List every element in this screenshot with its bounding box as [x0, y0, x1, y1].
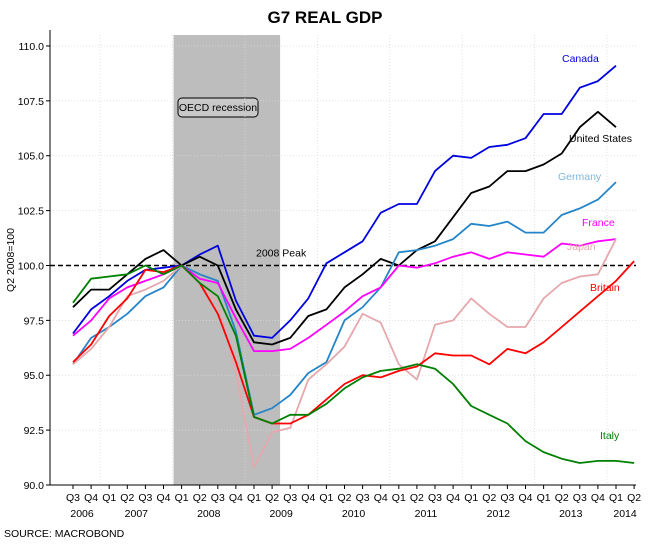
x-quarter-label: Q4	[84, 492, 98, 504]
x-quarter-label: Q4	[156, 492, 170, 504]
x-year-label: 2008	[197, 508, 221, 520]
x-year-label: 2013	[559, 508, 583, 520]
series-line-canada	[72, 65, 617, 339]
series-line-germany	[72, 181, 617, 416]
x-quarter-label: Q4	[591, 492, 605, 504]
x-quarter-label: Q4	[446, 492, 460, 504]
x-quarter-label: Q3	[211, 492, 225, 504]
x-quarter-label: Q4	[374, 492, 388, 504]
x-year-label: 2007	[125, 508, 149, 520]
series-line-italy	[72, 264, 635, 464]
x-quarter-label: Q2	[555, 492, 569, 504]
x-quarter-label: Q3	[428, 492, 442, 504]
series-line-united-states	[72, 110, 617, 346]
x-quarter-label: Q2	[627, 492, 641, 504]
y-tick-label: 90.0	[24, 480, 45, 492]
recession-label: OECD recession	[179, 102, 257, 114]
x-quarter-label: Q3	[573, 492, 587, 504]
y-axis-label: Q2 2008=100	[5, 228, 17, 292]
x-quarter-label: Q1	[609, 492, 623, 504]
x-quarter-label: Q2	[265, 492, 279, 504]
x-quarter-label: Q3	[356, 492, 370, 504]
x-quarter-label: Q3	[138, 492, 152, 504]
x-year-label: 2011	[415, 508, 438, 520]
y-tick-label: 97.5	[24, 315, 45, 327]
series-label-france: France	[582, 217, 615, 229]
series-label-japan: Japan	[567, 241, 596, 253]
x-quarter-label: Q2	[410, 492, 424, 504]
series-line-france	[72, 238, 617, 353]
y-tick-label: 102.5	[18, 206, 44, 218]
x-year-label: 2010	[342, 508, 366, 520]
peak-label: 2008 Peak	[256, 247, 307, 259]
x-quarter-label: Q1	[464, 492, 478, 504]
peak-line: 2008 Peak	[50, 247, 636, 267]
x-quarter-label: Q4	[518, 492, 532, 504]
x-quarter-label: Q1	[319, 492, 333, 504]
x-quarter-label: Q2	[482, 492, 496, 504]
x-quarter-label: Q1	[247, 492, 261, 504]
series-lines	[72, 65, 635, 469]
axes: 90.0 92.5 95.0 97.5 100.0 102.5 105.0 107.5 110.…	[18, 30, 641, 520]
x-quarter-label: Q1	[537, 492, 551, 504]
x-year-label: 2009	[269, 508, 293, 520]
x-quarter-label: Q1	[102, 492, 116, 504]
series-line-britain	[72, 260, 635, 425]
x-quarter-label: Q3	[500, 492, 514, 504]
series-labels: Canada United States Germany France Japan Bri…	[558, 53, 632, 442]
source-note: SOURCE: MACROBOND	[4, 528, 125, 540]
x-year-label: 2012	[487, 508, 511, 520]
x-quarter-label: Q3	[283, 492, 297, 504]
x-quarter-label: Q2	[120, 492, 134, 504]
recession-label-box	[177, 97, 259, 118]
series-label-britain: Britain	[590, 282, 620, 294]
y-tick-label: 107.5	[18, 96, 44, 108]
x-quarter-label: Q2	[337, 492, 351, 504]
x-year-label: 2014	[613, 508, 637, 520]
series-label-italy: Italy	[600, 430, 620, 442]
y-tick-label: 95.0	[24, 370, 45, 382]
x-quarter-label: Q4	[301, 492, 315, 504]
y-tick-label: 92.5	[24, 425, 45, 437]
series-label-canada: Canada	[562, 53, 599, 65]
series-line-japan	[72, 238, 617, 469]
y-tick-label: 105.0	[18, 151, 44, 163]
x-quarter-label: Q4	[229, 492, 243, 504]
y-tick-label: 100.0	[18, 260, 44, 272]
x-quarter-label: Q2	[193, 492, 207, 504]
x-quarter-label: Q1	[392, 492, 406, 504]
series-label-united-states: United States	[569, 133, 632, 145]
chart-title: G7 REAL GDP	[268, 8, 383, 27]
series-label-germany: Germany	[558, 171, 602, 183]
x-quarter-label: Q3	[66, 492, 80, 504]
grid-lines	[50, 35, 636, 486]
y-tick-label: 110.0	[19, 41, 45, 53]
x-quarter-label: Q1	[175, 492, 189, 504]
x-year-label: 2006	[70, 508, 94, 520]
